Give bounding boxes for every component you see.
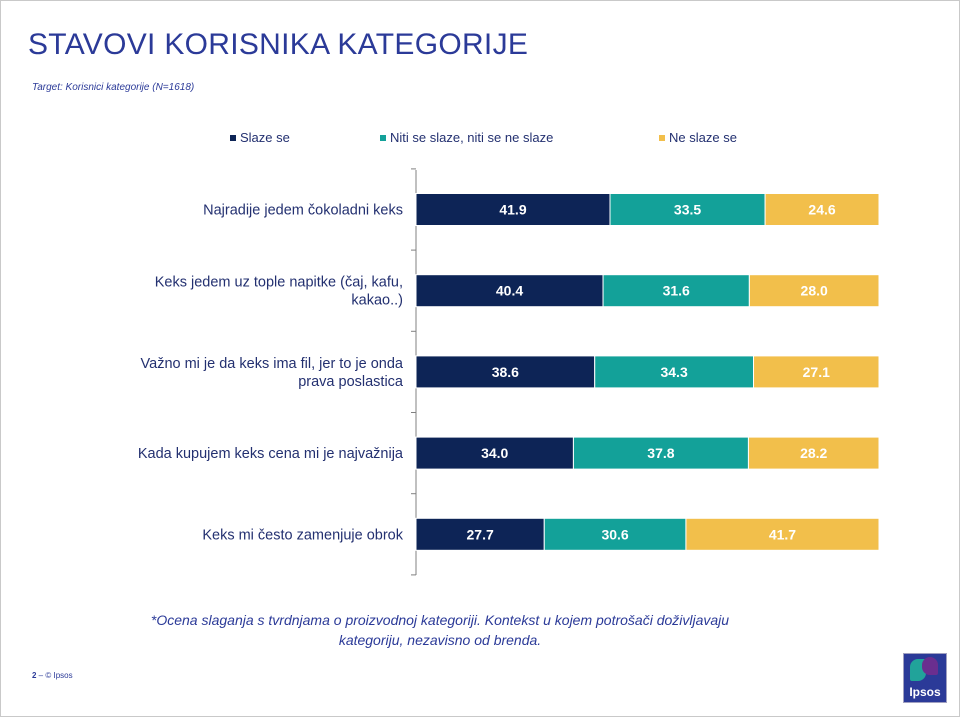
legend-label-agree: Slaze se — [240, 130, 290, 145]
bar-segment — [602, 274, 750, 308]
legend-item-neutral: Niti se slaze, niti se ne slaze — [380, 130, 553, 145]
data-label: 27.1 — [803, 364, 830, 380]
data-label: 33.5 — [674, 202, 701, 218]
data-label: 34.3 — [660, 364, 687, 380]
bar-segment — [685, 517, 880, 551]
footer-separator: – — [36, 671, 46, 680]
category-label-line: Kada kupujem keks cena mi je najvažnija — [138, 446, 404, 462]
bar-segment — [415, 193, 611, 226]
data-label: 30.6 — [601, 526, 628, 542]
target-note: Target: Korisnici kategorije (N=1618) — [32, 82, 195, 93]
category-label-line: Keks mi često zamenjuje obrok — [202, 527, 403, 543]
logo-text: Ipsos — [909, 685, 941, 699]
ipsos-logo: Ipsos — [903, 653, 947, 703]
data-label: 31.6 — [663, 283, 690, 299]
legend-item-agree: Slaze se — [230, 130, 290, 145]
data-label: 38.6 — [492, 364, 519, 380]
logo-shape-purple — [922, 657, 938, 675]
footer: 2 – © Ipsos — [32, 671, 73, 680]
data-label: 37.8 — [647, 445, 674, 461]
category-label: Keks mi često zamenjuje obrok — [202, 527, 403, 543]
footnote: *Ocena slaganja s tvrdnjama o proizvodno… — [150, 612, 730, 648]
data-label: 28.2 — [800, 445, 827, 461]
bar-segment — [415, 274, 604, 308]
legend-swatch-agree — [230, 134, 236, 141]
bar-segment — [748, 274, 880, 308]
bar-segment — [415, 355, 596, 389]
bar-segment — [609, 193, 766, 226]
bar-segment — [753, 355, 880, 389]
legend-label-neutral: Niti se slaze, niti se ne slaze — [390, 130, 554, 145]
data-label: 27.7 — [467, 526, 494, 542]
data-label: 34.0 — [481, 445, 508, 461]
copyright: © Ipsos — [45, 671, 73, 680]
category-label-line: Keks jedem uz tople napitke (čaj, kafu, — [155, 275, 403, 291]
bar-segment — [543, 517, 687, 551]
page-title: STAVOVI KORISNIKA KATEGORIJE — [28, 28, 529, 61]
bar-segment — [572, 436, 749, 470]
bar-segment — [594, 355, 755, 389]
category-label-line: Važno mi je da keks ima fil, jer to je o… — [141, 356, 404, 372]
legend-item-disagree: Ne slaze se — [659, 130, 737, 145]
page-number: 2 — [32, 671, 37, 680]
stacked-bar-chart: Najradije jedem čokoladni keks 41.9 33.5 24… — [138, 168, 880, 576]
data-label: 40.4 — [496, 283, 523, 299]
data-label: 28.0 — [801, 283, 828, 299]
bar-segment — [764, 193, 880, 226]
category-label: Kada kupujem keks cena mi je najvažnija — [138, 446, 404, 462]
data-label: 24.6 — [808, 202, 835, 218]
legend-swatch-neutral — [380, 134, 386, 141]
category-label: Važno mi je da keks ima fil, jer to je o… — [141, 356, 404, 390]
category-label-line: Najradije jedem čokoladni keks — [203, 203, 403, 219]
data-label: 41.7 — [769, 526, 796, 542]
category-label-line: kakao..) — [351, 293, 403, 309]
bar-segment — [415, 517, 545, 551]
category-label-line: prava poslastica — [298, 374, 404, 390]
bar-segment — [747, 436, 880, 470]
legend-label-disagree: Ne slaze se — [669, 130, 737, 145]
chart-legend: Slaze se Niti se slaze, niti se ne slaze… — [0, 130, 960, 150]
legend-swatch-disagree — [659, 134, 665, 141]
category-label: Najradije jedem čokoladni keks — [203, 203, 403, 219]
data-label: 41.9 — [499, 202, 526, 218]
category-label: Keks jedem uz tople napitke (čaj, kafu, k… — [155, 275, 403, 309]
